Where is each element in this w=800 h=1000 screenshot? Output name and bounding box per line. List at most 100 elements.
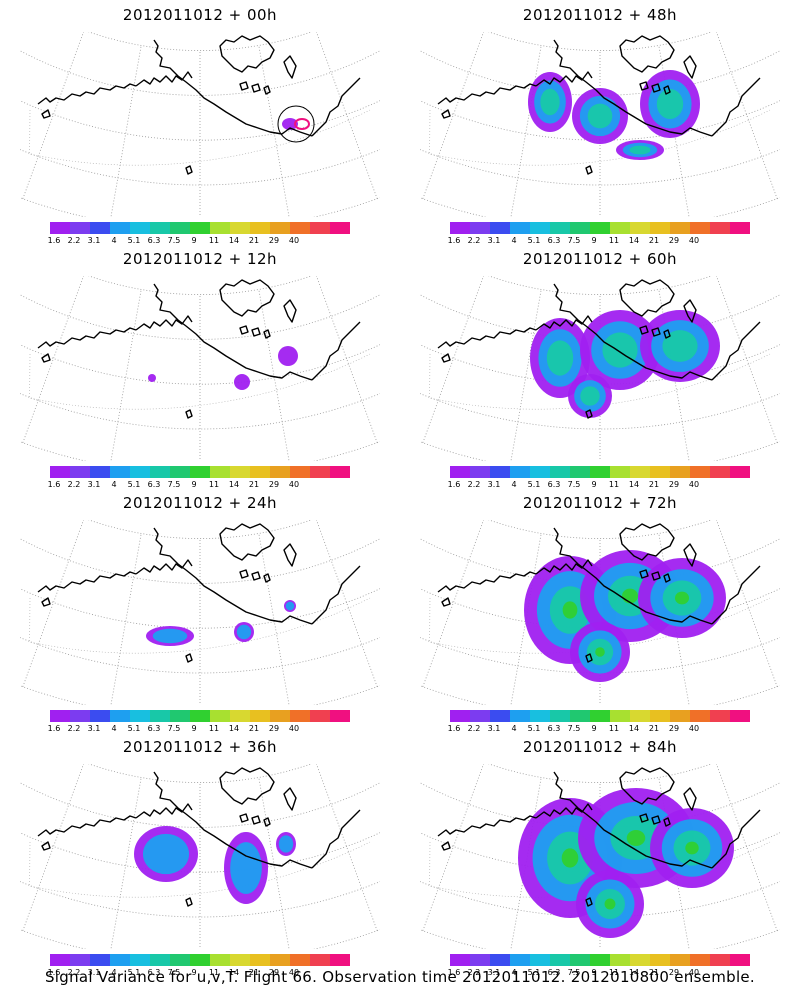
colorbar-swatch bbox=[270, 466, 291, 478]
colorbar-swatch bbox=[630, 710, 651, 722]
variance-contour bbox=[685, 841, 699, 855]
figure-caption: Signal Variance for u,v,T. Flight 66. Ob… bbox=[44, 968, 756, 986]
coastline bbox=[663, 817, 671, 827]
coastline bbox=[219, 767, 275, 805]
coastline bbox=[441, 597, 451, 607]
coastline bbox=[711, 77, 761, 137]
colorbar-swatch bbox=[590, 222, 611, 234]
colorbar-swatch bbox=[570, 222, 591, 234]
coastline bbox=[553, 527, 713, 625]
colorbar-swatch bbox=[670, 466, 691, 478]
colorbar-tick-label: 14 bbox=[628, 724, 640, 733]
colorbar-swatch bbox=[130, 954, 151, 966]
coastline bbox=[263, 329, 271, 339]
meridian-gridline bbox=[716, 32, 779, 201]
colorbar-tick-label: 29 bbox=[268, 968, 280, 977]
colorbar-tick-label: 11 bbox=[208, 480, 220, 489]
coastline bbox=[153, 39, 313, 137]
coastline bbox=[41, 109, 51, 119]
meridian-gridline bbox=[110, 534, 142, 705]
colorbar-swatch bbox=[490, 954, 511, 966]
coastline bbox=[683, 787, 697, 811]
colorbar-tick-label: 29 bbox=[668, 236, 680, 245]
coastline bbox=[311, 77, 361, 137]
coastline bbox=[219, 279, 275, 317]
variance-contour bbox=[540, 88, 560, 116]
colorbar-tick-label: 2.2 bbox=[467, 236, 481, 245]
coastline bbox=[437, 815, 537, 837]
colorbar-swatch bbox=[330, 710, 350, 722]
coastline bbox=[219, 523, 275, 561]
colorbar-tick-label: 6.3 bbox=[547, 968, 561, 977]
colorbar bbox=[450, 710, 750, 722]
meridian-gridline bbox=[21, 520, 84, 689]
panel-title: 2012011012 + 12h bbox=[122, 250, 278, 268]
colorbar-swatch bbox=[650, 710, 671, 722]
panel-title: 2012011012 + 00h bbox=[122, 6, 278, 24]
colorbar-tick-label: 14 bbox=[228, 236, 240, 245]
coastline bbox=[37, 571, 137, 593]
colorbar-swatch bbox=[170, 710, 191, 722]
colorbar-swatch bbox=[650, 222, 671, 234]
latitude-gridline bbox=[88, 32, 312, 51]
colorbar-tick-label: 6.3 bbox=[547, 724, 561, 733]
variance-contour bbox=[152, 628, 188, 644]
colorbar-tick-label: 29 bbox=[268, 236, 280, 245]
meridian-gridline bbox=[110, 290, 142, 461]
coastline bbox=[135, 315, 193, 331]
latitude-gridline bbox=[88, 276, 312, 295]
coastline bbox=[535, 71, 593, 87]
colorbar-tick-label: 21 bbox=[248, 724, 260, 733]
colorbar-swatch bbox=[590, 954, 611, 966]
colorbar-tick-label: 14 bbox=[228, 968, 240, 977]
colorbar-swatch bbox=[510, 710, 531, 722]
coastline bbox=[41, 841, 51, 851]
colorbar-tick-label: 29 bbox=[268, 480, 280, 489]
variance-contour bbox=[604, 898, 616, 910]
coastline bbox=[441, 841, 451, 851]
colorbar-tick-label: 2.2 bbox=[67, 480, 81, 489]
latitude-gridline bbox=[20, 149, 380, 186]
variance-contour bbox=[282, 118, 298, 130]
colorbar-swatch bbox=[110, 710, 131, 722]
colorbar-swatch bbox=[710, 710, 731, 722]
variance-contour bbox=[674, 591, 690, 605]
colorbar-tick-label: 1.6 bbox=[447, 236, 461, 245]
colorbar-swatch bbox=[330, 222, 350, 234]
latitude-gridline bbox=[488, 764, 712, 783]
coastline bbox=[535, 315, 593, 331]
colorbar-swatch bbox=[310, 466, 331, 478]
coastline bbox=[251, 815, 261, 825]
colorbar-swatch bbox=[330, 954, 350, 966]
colorbar-tick-label: 4 bbox=[511, 968, 517, 977]
colorbar-swatch bbox=[450, 466, 471, 478]
colorbar-swatch bbox=[310, 222, 331, 234]
colorbar bbox=[450, 954, 750, 966]
colorbar-swatch bbox=[290, 466, 311, 478]
colorbar-tick-label: 9 bbox=[191, 236, 197, 245]
colorbar-tick-label: 40 bbox=[688, 968, 700, 977]
variance-contour bbox=[278, 346, 298, 366]
colorbar-tick-label: 7.5 bbox=[567, 236, 581, 245]
colorbar-swatch bbox=[490, 222, 511, 234]
colorbar-labels: 1.6 2.2 3.1 4 5.1 6.3 7.5 9 11 14 21 29 40 bbox=[47, 968, 350, 978]
colorbar-swatch bbox=[690, 710, 711, 722]
panel-title: 2012011012 + 60h bbox=[522, 250, 678, 268]
colorbar-tick-label: 11 bbox=[608, 724, 620, 733]
colorbar-tick-label: 29 bbox=[668, 968, 680, 977]
colorbar-swatch bbox=[550, 222, 571, 234]
colorbar-swatch bbox=[190, 466, 211, 478]
colorbar-swatch bbox=[170, 222, 191, 234]
coastline bbox=[553, 283, 713, 381]
colorbar-labels: 1.6 2.2 3.1 4 5.1 6.3 7.5 9 11 14 21 29 40 bbox=[48, 724, 350, 734]
variance-contour bbox=[629, 145, 651, 155]
colorbar-labels: 1.6 2.2 3.1 4 5.1 6.3 7.5 9 11 14 21 29 40 bbox=[447, 236, 750, 246]
colorbar-tick-label: 1.6 bbox=[47, 968, 61, 977]
colorbar bbox=[50, 710, 350, 722]
latitude-gridline bbox=[488, 32, 712, 51]
colorbar-tick-label: 3.1 bbox=[487, 236, 501, 245]
colorbar-tick-label: 7.5 bbox=[167, 968, 181, 977]
coastline bbox=[283, 55, 297, 79]
colorbar-swatch bbox=[530, 222, 551, 234]
coastline bbox=[263, 817, 271, 827]
